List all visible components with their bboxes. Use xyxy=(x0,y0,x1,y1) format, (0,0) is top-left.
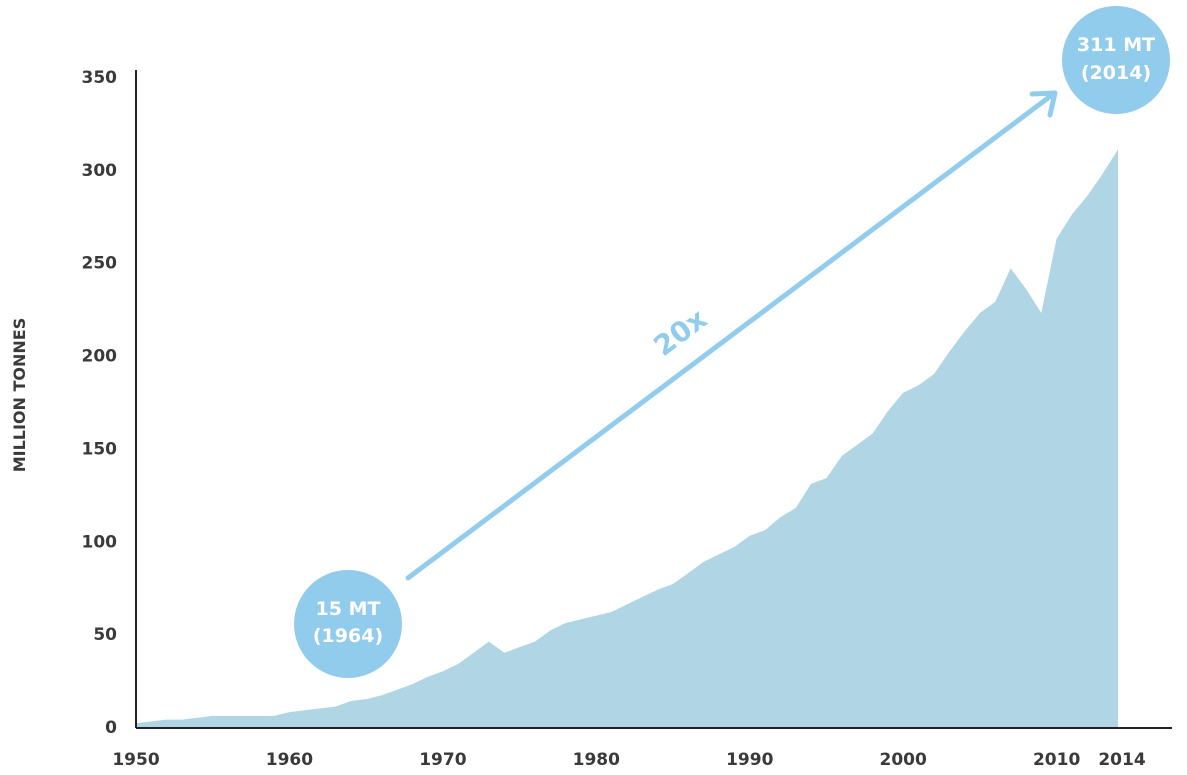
x-tick-label: 1980 xyxy=(573,750,620,770)
x-tick-label: 2010 xyxy=(1033,750,1080,770)
x-tick-label: 2014 xyxy=(1098,750,1145,770)
x-tick-label: 2000 xyxy=(880,750,927,770)
x-tick-label: 1970 xyxy=(419,750,466,770)
y-tick-label: 150 xyxy=(82,439,118,459)
plot-area xyxy=(136,149,1118,727)
start-bubble-year: (1964) xyxy=(313,625,383,647)
y-tick-label: 50 xyxy=(93,625,117,645)
production-area xyxy=(136,149,1118,727)
x-tick-label: 1960 xyxy=(266,750,313,770)
arrow-line xyxy=(405,92,1055,581)
x-tick-labels: 1950 1960 1970 1980 1990 2000 2010 2014 xyxy=(112,750,1145,770)
y-tick-label: 100 xyxy=(82,532,118,552)
y-tick-label: 200 xyxy=(82,347,118,367)
x-tick-label: 1950 xyxy=(112,750,159,770)
y-tick-label: 0 xyxy=(105,718,117,738)
y-tick-label: 350 xyxy=(82,68,118,88)
start-bubble-circle xyxy=(294,570,402,678)
end-bubble-circle xyxy=(1062,6,1170,114)
arrow-head xyxy=(1029,90,1058,118)
end-bubble-value: 311 MT xyxy=(1077,34,1155,56)
y-tick-label: 300 xyxy=(82,161,118,181)
start-bubble-value: 15 MT xyxy=(316,598,381,620)
end-bubble: 311 MT (2014) xyxy=(1062,6,1170,114)
x-tick-label: 1990 xyxy=(726,750,773,770)
y-axis-label: MILLION TONNES xyxy=(10,318,29,473)
y-tick-label: 250 xyxy=(82,254,118,274)
end-bubble-year: (2014) xyxy=(1081,62,1151,84)
start-bubble: 15 MT (1964) xyxy=(294,570,402,678)
y-tick-labels: 0 50 100 150 200 250 300 350 xyxy=(82,68,118,738)
axes xyxy=(135,70,1172,729)
